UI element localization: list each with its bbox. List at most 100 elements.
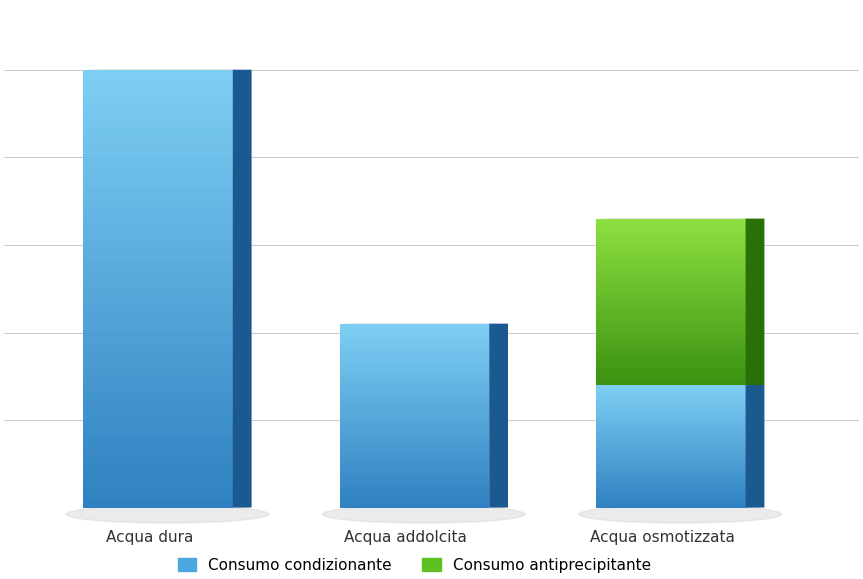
Polygon shape: [340, 465, 489, 468]
Polygon shape: [596, 397, 746, 400]
Polygon shape: [596, 483, 746, 485]
Polygon shape: [596, 318, 746, 321]
Polygon shape: [83, 398, 233, 405]
Polygon shape: [596, 489, 746, 492]
Polygon shape: [340, 434, 489, 437]
Polygon shape: [596, 413, 746, 416]
Polygon shape: [596, 274, 746, 277]
Polygon shape: [596, 487, 746, 489]
Polygon shape: [596, 316, 746, 318]
Polygon shape: [340, 477, 489, 480]
Polygon shape: [596, 349, 746, 352]
Polygon shape: [596, 481, 746, 483]
Polygon shape: [83, 99, 233, 107]
Polygon shape: [83, 230, 233, 237]
Polygon shape: [596, 249, 746, 252]
Polygon shape: [340, 397, 489, 401]
Polygon shape: [83, 150, 233, 157]
Polygon shape: [340, 385, 489, 388]
Polygon shape: [340, 324, 489, 327]
Polygon shape: [83, 384, 233, 391]
Polygon shape: [596, 428, 746, 430]
Polygon shape: [596, 335, 746, 338]
Polygon shape: [340, 327, 489, 330]
Polygon shape: [340, 406, 489, 409]
Polygon shape: [83, 457, 233, 464]
Polygon shape: [596, 465, 746, 467]
Ellipse shape: [323, 505, 525, 523]
Polygon shape: [596, 430, 746, 432]
Polygon shape: [596, 408, 746, 409]
Polygon shape: [340, 354, 489, 357]
Polygon shape: [340, 440, 489, 444]
Polygon shape: [596, 497, 746, 500]
Polygon shape: [596, 387, 746, 389]
Polygon shape: [83, 107, 233, 113]
Polygon shape: [596, 461, 746, 463]
Polygon shape: [340, 391, 489, 394]
Polygon shape: [596, 321, 746, 324]
Polygon shape: [340, 357, 489, 361]
Polygon shape: [596, 377, 746, 379]
Polygon shape: [596, 360, 746, 363]
Polygon shape: [596, 352, 746, 354]
Polygon shape: [596, 382, 746, 385]
Ellipse shape: [66, 505, 268, 523]
Polygon shape: [340, 501, 489, 504]
Polygon shape: [83, 237, 233, 245]
Polygon shape: [83, 216, 233, 223]
Polygon shape: [746, 385, 765, 508]
Polygon shape: [340, 446, 489, 449]
Polygon shape: [340, 367, 489, 370]
Polygon shape: [340, 370, 489, 373]
Legend: Consumo condizionante, Consumo antiprecipitante: Consumo condizionante, Consumo antipreci…: [170, 550, 658, 579]
Polygon shape: [596, 504, 746, 505]
Polygon shape: [83, 362, 233, 369]
Polygon shape: [340, 345, 489, 349]
Polygon shape: [340, 425, 489, 428]
Polygon shape: [340, 351, 489, 354]
Polygon shape: [596, 224, 746, 227]
Polygon shape: [340, 376, 489, 379]
Polygon shape: [83, 369, 233, 376]
Polygon shape: [83, 128, 233, 135]
Polygon shape: [83, 296, 233, 303]
Polygon shape: [83, 135, 233, 143]
Polygon shape: [340, 468, 489, 471]
Polygon shape: [596, 269, 746, 272]
Polygon shape: [83, 325, 233, 332]
Polygon shape: [596, 450, 746, 452]
Polygon shape: [340, 492, 489, 496]
Polygon shape: [83, 267, 233, 274]
Polygon shape: [596, 463, 746, 465]
Polygon shape: [489, 324, 508, 508]
Polygon shape: [340, 330, 489, 333]
Polygon shape: [83, 208, 233, 216]
Polygon shape: [596, 471, 746, 473]
Polygon shape: [340, 480, 489, 483]
Polygon shape: [596, 426, 746, 428]
Polygon shape: [340, 474, 489, 477]
Polygon shape: [340, 382, 489, 385]
Polygon shape: [83, 391, 233, 398]
Polygon shape: [596, 446, 746, 448]
Text: Acqua osmotizzata: Acqua osmotizzata: [589, 530, 734, 544]
Polygon shape: [83, 70, 233, 77]
Polygon shape: [83, 442, 233, 449]
Polygon shape: [596, 277, 746, 280]
Polygon shape: [596, 283, 746, 285]
Polygon shape: [596, 395, 746, 397]
Polygon shape: [340, 456, 489, 459]
Polygon shape: [83, 194, 233, 201]
Polygon shape: [340, 373, 489, 376]
Polygon shape: [83, 143, 233, 150]
Polygon shape: [83, 157, 233, 164]
Polygon shape: [596, 500, 746, 501]
Polygon shape: [596, 501, 746, 504]
Polygon shape: [340, 416, 489, 419]
Polygon shape: [596, 305, 746, 307]
Polygon shape: [596, 391, 746, 393]
Polygon shape: [596, 247, 746, 249]
Polygon shape: [596, 235, 746, 238]
Polygon shape: [596, 258, 746, 261]
